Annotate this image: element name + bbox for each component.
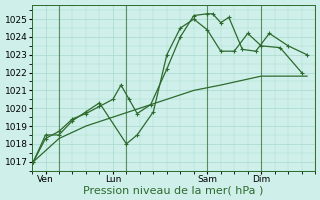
- X-axis label: Pression niveau de la mer( hPa ): Pression niveau de la mer( hPa ): [84, 185, 264, 195]
